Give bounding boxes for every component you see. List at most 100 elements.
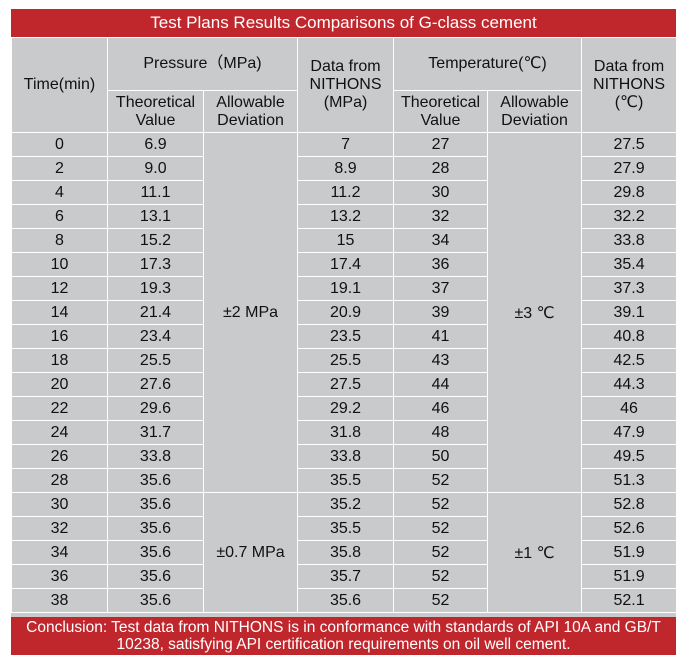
temperature-nithons-cell: 44.3 bbox=[581, 372, 678, 397]
pressure-nithons-cell: 20.9 bbox=[297, 300, 395, 325]
time-cell: 20 bbox=[11, 372, 108, 397]
time-cell: 26 bbox=[11, 444, 108, 469]
temperature-theoretical-cell: 52 bbox=[393, 588, 489, 613]
pressure-nithons-cell: 7 bbox=[297, 132, 395, 157]
temperature-nithons-cell: 42.5 bbox=[581, 348, 678, 373]
pressure-theoretical-cell: 17.3 bbox=[107, 252, 204, 277]
temperature-theoretical-cell: 46 bbox=[393, 396, 489, 421]
temperature-theoretical-cell: 52 bbox=[393, 492, 489, 517]
time-cell: 16 bbox=[11, 324, 108, 349]
header-temperature-nithons: Data from NITHONS (℃) bbox=[581, 37, 678, 133]
temperature-theoretical-cell: 52 bbox=[393, 540, 489, 565]
pressure-theoretical-cell: 35.6 bbox=[107, 588, 204, 613]
header-temperature-theoretical: Theoretical Value bbox=[393, 90, 489, 133]
temperature-theoretical-cell: 50 bbox=[393, 444, 489, 469]
pressure-deviation-cell: ±2 MPa bbox=[202, 132, 299, 493]
temperature-theoretical-cell: 44 bbox=[393, 372, 489, 397]
time-cell: 24 bbox=[11, 420, 108, 445]
table-row: 34 35.6 35.8 52 51.9 bbox=[11, 540, 678, 565]
table-row: 12 19.3 19.1 37 37.3 bbox=[11, 276, 678, 301]
temperature-nithons-cell: 35.4 bbox=[581, 252, 678, 277]
temperature-nithons-cell: 49.5 bbox=[581, 444, 678, 469]
pressure-theoretical-cell: 15.2 bbox=[107, 228, 204, 253]
pressure-theoretical-cell: 19.3 bbox=[107, 276, 204, 301]
table-row: 26 33.8 33.8 50 49.5 bbox=[11, 444, 678, 469]
temperature-nithons-cell: 52.6 bbox=[581, 516, 678, 541]
pressure-nithons-cell: 35.2 bbox=[297, 492, 395, 517]
table-row: 6 13.1 13.2 32 32.2 bbox=[11, 204, 678, 229]
table-row: 16 23.4 23.5 41 40.8 bbox=[11, 324, 678, 349]
temperature-theoretical-cell: 52 bbox=[393, 468, 489, 493]
table-row: 18 25.5 25.5 43 42.5 bbox=[11, 348, 678, 373]
pressure-nithons-cell: 19.1 bbox=[297, 276, 395, 301]
time-cell: 8 bbox=[11, 228, 108, 253]
pressure-nithons-cell: 29.2 bbox=[297, 396, 395, 421]
pressure-theoretical-cell: 9.0 bbox=[107, 156, 204, 181]
header-temperature: Temperature(℃) bbox=[393, 37, 583, 91]
temperature-nithons-cell: 29.8 bbox=[581, 180, 678, 205]
temperature-nithons-cell: 51.3 bbox=[581, 468, 678, 493]
results-table: Time(min) Pressure（MPa) Data from NITHON… bbox=[11, 37, 678, 613]
temperature-nithons-cell: 37.3 bbox=[581, 276, 678, 301]
temperature-theoretical-cell: 36 bbox=[393, 252, 489, 277]
temperature-theoretical-cell: 30 bbox=[393, 180, 489, 205]
pressure-theoretical-cell: 31.7 bbox=[107, 420, 204, 445]
pressure-nithons-cell: 33.8 bbox=[297, 444, 395, 469]
pressure-theoretical-cell: 35.6 bbox=[107, 492, 204, 517]
time-cell: 4 bbox=[11, 180, 108, 205]
time-cell: 12 bbox=[11, 276, 108, 301]
table-row: 28 35.6 35.5 52 51.3 bbox=[11, 468, 678, 493]
temperature-theoretical-cell: 41 bbox=[393, 324, 489, 349]
time-cell: 30 bbox=[11, 492, 108, 517]
header-pressure-nithons: Data from NITHONS (MPa) bbox=[297, 37, 395, 133]
pressure-theoretical-cell: 21.4 bbox=[107, 300, 204, 325]
header-temperature-deviation: Allowable Deviation bbox=[487, 90, 583, 133]
time-cell: 18 bbox=[11, 348, 108, 373]
pressure-deviation-cell: ±0.7 MPa bbox=[202, 492, 299, 613]
temperature-nithons-cell: 52.1 bbox=[581, 588, 678, 613]
temperature-theoretical-cell: 32 bbox=[393, 204, 489, 229]
pressure-nithons-cell: 11.2 bbox=[297, 180, 395, 205]
temperature-theoretical-cell: 43 bbox=[393, 348, 489, 373]
time-cell: 2 bbox=[11, 156, 108, 181]
pressure-nithons-cell: 23.5 bbox=[297, 324, 395, 349]
temperature-deviation-cell: ±1 ℃ bbox=[487, 492, 583, 613]
pressure-theoretical-cell: 35.6 bbox=[107, 468, 204, 493]
table-row: 32 35.6 35.5 52 52.6 bbox=[11, 516, 678, 541]
temperature-nithons-cell: 33.8 bbox=[581, 228, 678, 253]
table-title: Test Plans Results Comparisons of G-clas… bbox=[11, 9, 676, 37]
time-cell: 32 bbox=[11, 516, 108, 541]
pressure-nithons-cell: 35.5 bbox=[297, 468, 395, 493]
pressure-theoretical-cell: 11.1 bbox=[107, 180, 204, 205]
time-cell: 22 bbox=[11, 396, 108, 421]
table-row: 36 35.6 35.7 52 51.9 bbox=[11, 564, 678, 589]
time-cell: 0 bbox=[11, 132, 108, 157]
pressure-nithons-cell: 27.5 bbox=[297, 372, 395, 397]
table-body: 0 6.9 ±2 MPa 7 27 ±3 ℃ 27.5 2 9.0 8.9 28 27.9 4 11.1 1… bbox=[11, 132, 678, 613]
temperature-nithons-cell: 51.9 bbox=[581, 540, 678, 565]
pressure-nithons-cell: 13.2 bbox=[297, 204, 395, 229]
temperature-nithons-cell: 32.2 bbox=[581, 204, 678, 229]
temperature-nithons-cell: 27.9 bbox=[581, 156, 678, 181]
temperature-theoretical-cell: 52 bbox=[393, 564, 489, 589]
temperature-theoretical-cell: 48 bbox=[393, 420, 489, 445]
pressure-theoretical-cell: 35.6 bbox=[107, 564, 204, 589]
pressure-nithons-cell: 35.5 bbox=[297, 516, 395, 541]
pressure-nithons-cell: 8.9 bbox=[297, 156, 395, 181]
time-cell: 14 bbox=[11, 300, 108, 325]
temperature-nithons-cell: 46 bbox=[581, 396, 678, 421]
temperature-theoretical-cell: 52 bbox=[393, 516, 489, 541]
pressure-nithons-cell: 25.5 bbox=[297, 348, 395, 373]
header-pressure-deviation: Allowable Deviation bbox=[202, 90, 299, 133]
pressure-theoretical-cell: 13.1 bbox=[107, 204, 204, 229]
table-row: 30 35.6 ±0.7 MPa 35.2 52 ±1 ℃ 52.8 bbox=[11, 492, 678, 613]
temperature-theoretical-cell: 28 bbox=[393, 156, 489, 181]
temperature-nithons-cell: 52.8 bbox=[581, 492, 678, 517]
pressure-nithons-cell: 35.8 bbox=[297, 540, 395, 565]
pressure-nithons-cell: 31.8 bbox=[297, 420, 395, 445]
pressure-theoretical-cell: 6.9 bbox=[107, 132, 204, 157]
pressure-theoretical-cell: 23.4 bbox=[107, 324, 204, 349]
pressure-theoretical-cell: 25.5 bbox=[107, 348, 204, 373]
table-row: 22 29.6 29.2 46 46 bbox=[11, 396, 678, 421]
temperature-theoretical-cell: 39 bbox=[393, 300, 489, 325]
